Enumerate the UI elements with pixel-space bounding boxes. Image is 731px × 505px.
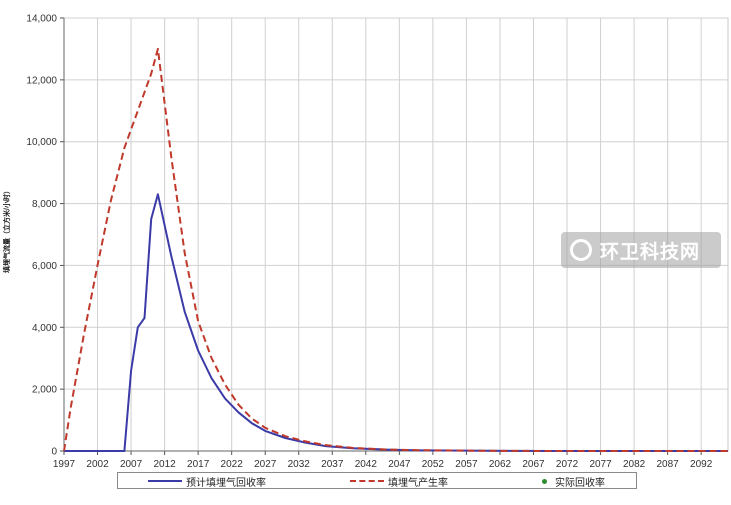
- x-tick-label: 2012: [153, 459, 176, 470]
- watermark-logo-icon: [570, 239, 592, 261]
- y-tick-label: 14,000: [26, 14, 57, 25]
- legend-solid-line-icon: [148, 480, 182, 482]
- y-tick-label: 6,000: [32, 261, 57, 272]
- x-tick-label: 2077: [589, 459, 612, 470]
- x-tick-label: 2082: [623, 459, 646, 470]
- x-tick-label: 2052: [422, 459, 445, 470]
- x-tick-label: 2027: [254, 459, 277, 470]
- legend-label-generation: 填埋气产生率: [388, 477, 448, 489]
- legend-dot-icon: [542, 478, 547, 484]
- x-tick-label: 2042: [355, 459, 378, 470]
- watermark: 环卫科技网: [561, 232, 721, 268]
- legend: 预计填埋气回收率 填埋气产生率 实际回收率: [117, 472, 637, 489]
- x-tick-label: 2062: [489, 459, 512, 470]
- y-tick-label: 4,000: [32, 323, 57, 334]
- x-tick-label: 2022: [221, 459, 244, 470]
- x-tick-label: 2047: [388, 459, 411, 470]
- y-tick-label: 8,000: [32, 199, 57, 210]
- legend-dashed-line-icon: [350, 480, 384, 482]
- legend-item-generation: 填埋气产生率: [350, 474, 448, 489]
- series-layer: [63, 47, 728, 452]
- watermark-text: 环卫科技网: [600, 241, 701, 263]
- x-tick-label: 2072: [556, 459, 579, 470]
- legend-label-actual: 实际回收率: [555, 477, 605, 489]
- x-tick-label: 1997: [53, 459, 76, 470]
- x-tick-label: 2092: [690, 459, 713, 470]
- legend-item-forecast: 预计填埋气回收率: [148, 474, 266, 489]
- x-tick-label: 2002: [86, 459, 109, 470]
- legend-label-forecast: 预计填埋气回收率: [186, 477, 266, 489]
- series-line-1: [63, 47, 728, 452]
- x-tick-label: 2067: [522, 459, 545, 470]
- x-tick-label: 2037: [321, 459, 344, 470]
- x-tick-label: 2007: [120, 459, 143, 470]
- x-tick-label: 2087: [657, 459, 680, 470]
- y-tick-label: 2,000: [32, 385, 57, 396]
- y-tick-label: 0: [51, 447, 57, 458]
- x-tick-label: 2017: [187, 459, 210, 470]
- y-tick-label: 10,000: [26, 137, 57, 148]
- axis-layer: 0 2,000 4,000 6,000 8,000 10,000 12,000 14,000 1…: [26, 14, 728, 470]
- legend-item-actual: 实际回收率: [538, 474, 605, 489]
- x-tick-label: 2057: [455, 459, 478, 470]
- y-axis-label: 填埋气流量（立方米/小时）: [2, 187, 11, 273]
- x-tick-label: 2032: [288, 459, 311, 470]
- y-tick-label: 12,000: [26, 75, 57, 86]
